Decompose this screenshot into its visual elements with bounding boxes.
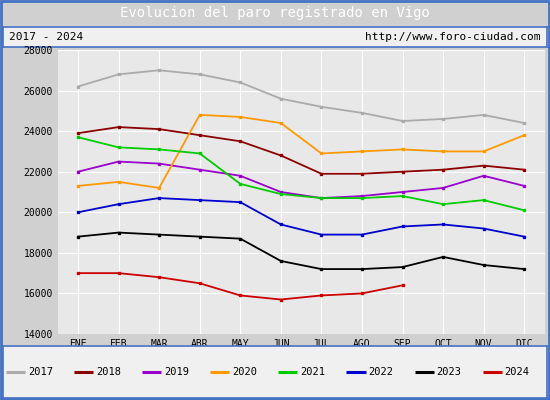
Text: http://www.foro-ciudad.com: http://www.foro-ciudad.com xyxy=(365,32,541,42)
Text: 2023: 2023 xyxy=(436,367,461,377)
Text: 2019: 2019 xyxy=(164,367,189,377)
Text: 2021: 2021 xyxy=(300,367,325,377)
Text: 2017 - 2024: 2017 - 2024 xyxy=(9,32,84,42)
Text: 2022: 2022 xyxy=(368,367,393,377)
Text: 2018: 2018 xyxy=(96,367,121,377)
Text: 2024: 2024 xyxy=(504,367,529,377)
Text: Evolucion del paro registrado en Vigo: Evolucion del paro registrado en Vigo xyxy=(120,6,430,20)
Text: 2020: 2020 xyxy=(232,367,257,377)
Text: 2017: 2017 xyxy=(28,367,53,377)
